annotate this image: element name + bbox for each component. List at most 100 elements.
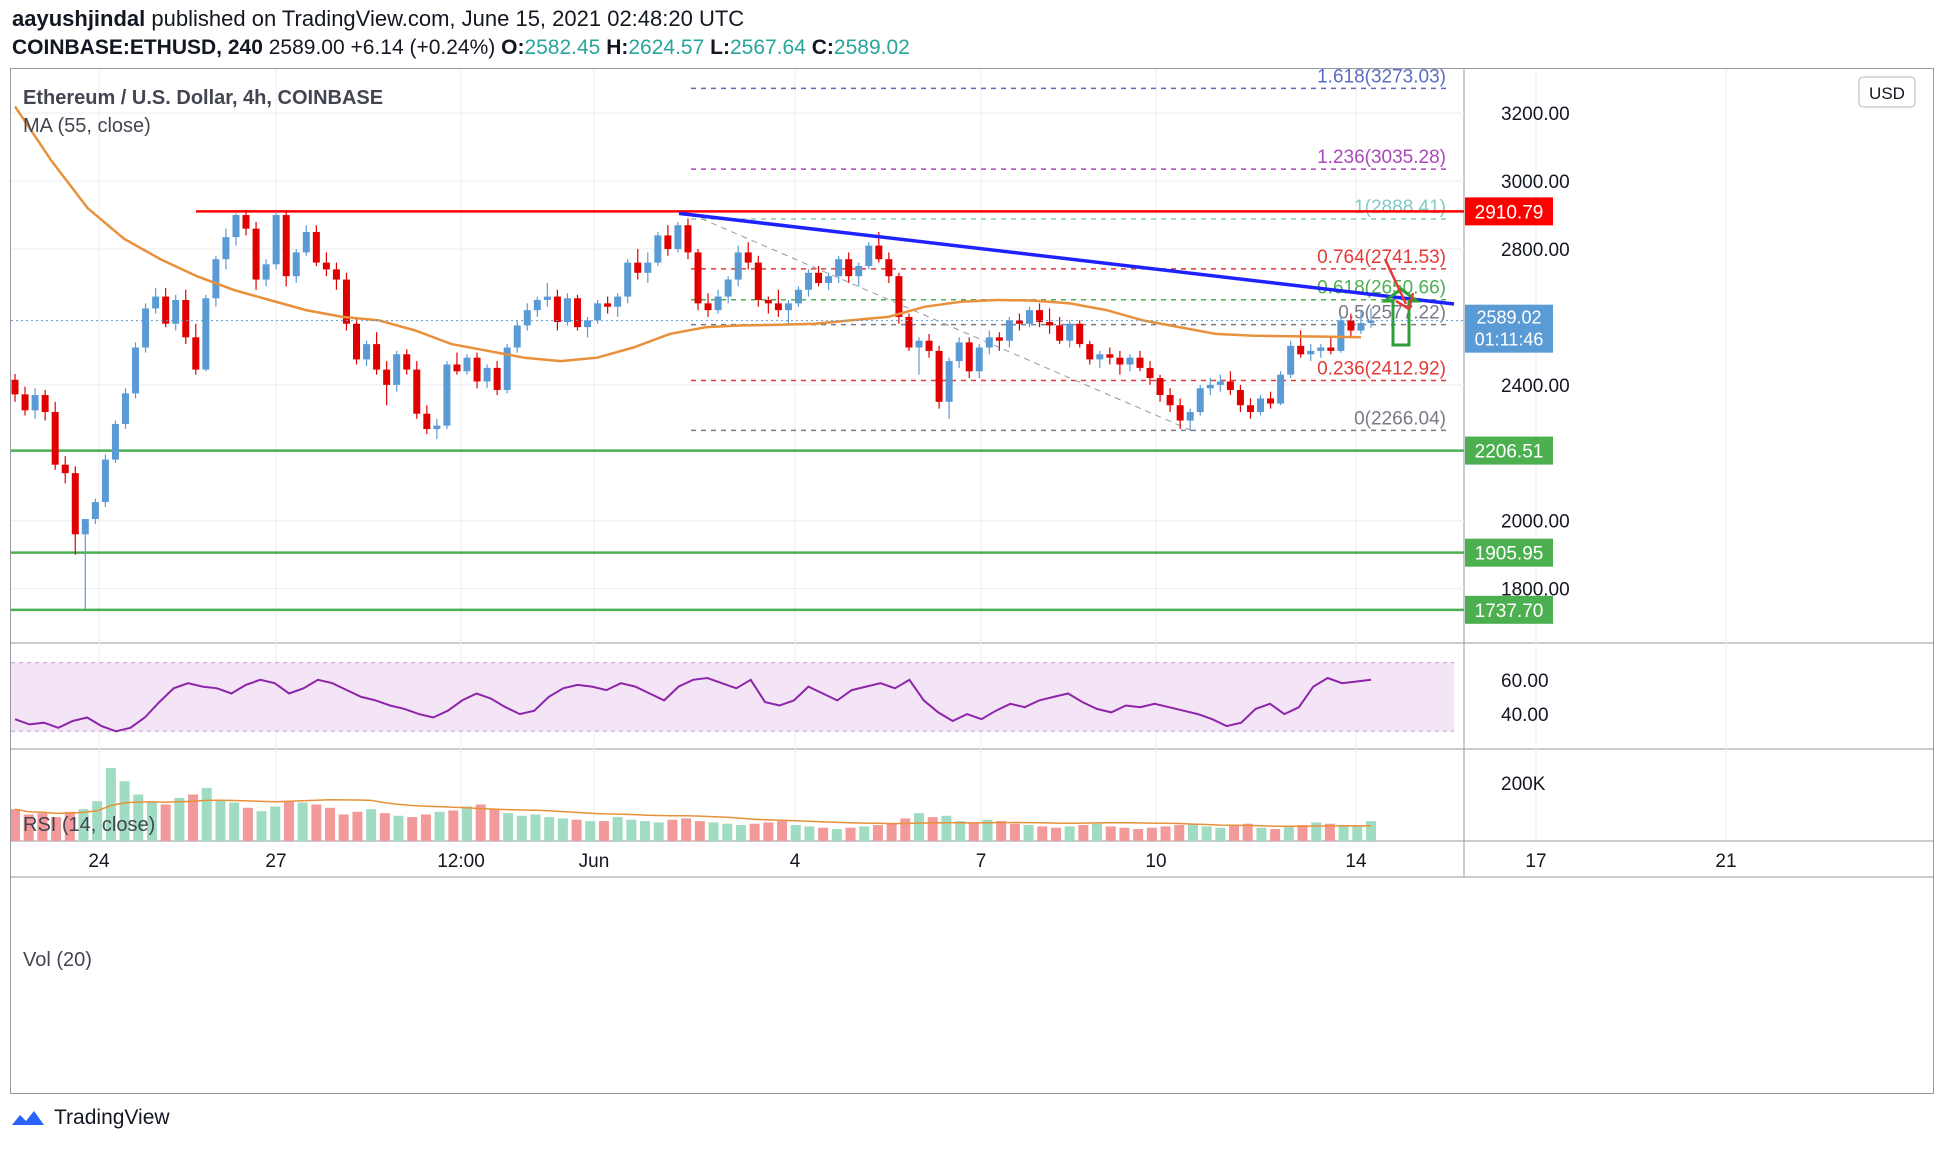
- candle-body: [1206, 384, 1214, 389]
- volume-bar: [777, 821, 788, 841]
- volume-bar: [1187, 823, 1198, 841]
- volume-bar: [1160, 826, 1171, 841]
- volume-bar: [475, 804, 486, 841]
- up-arrow-icon: [1380, 287, 1422, 347]
- candle-body: [674, 225, 682, 250]
- candle-body: [212, 259, 220, 299]
- x-tick-label: 12:00: [437, 851, 485, 872]
- ma-legend: MA (55, close): [23, 115, 151, 137]
- price-chart[interactable]: 24 27 12:00 Jun 4 7 10 14 17 21 3200.00 3000.00 2800…: [11, 69, 1933, 1093]
- tradingview-logo[interactable]: TradingView: [10, 1106, 170, 1130]
- volume-bar: [229, 802, 240, 841]
- y-tick-label: 2000.00: [1501, 512, 1570, 533]
- support-tag: [1465, 595, 1553, 624]
- candle-body: [1196, 388, 1204, 413]
- fib-level-label: 1.236(3035.28): [1317, 147, 1446, 168]
- candle-body: [694, 252, 702, 304]
- candle-body: [513, 325, 521, 348]
- volume-bar: [722, 823, 733, 841]
- publish-info: aayushjindal published on TradingView.co…: [12, 6, 744, 32]
- volume-bar: [105, 767, 116, 841]
- volume-bar: [708, 822, 719, 841]
- candle-body: [1106, 354, 1114, 358]
- candle-body: [714, 296, 722, 311]
- candle-body: [644, 262, 652, 273]
- x-tick-label: 21: [1715, 851, 1736, 872]
- candle-body: [1116, 357, 1124, 365]
- ma55-line: [13, 105, 1362, 363]
- volume-bar: [1064, 826, 1075, 841]
- candle-body: [1126, 357, 1134, 365]
- fib-level-label: 0(2266.04): [1354, 408, 1446, 429]
- candle-body: [654, 235, 662, 263]
- candle-body: [584, 320, 592, 328]
- volume-bar: [1229, 825, 1240, 841]
- volume-bar: [297, 802, 308, 841]
- candle-body: [503, 347, 511, 390]
- candle-body: [1066, 323, 1074, 341]
- candle-body: [1357, 323, 1365, 331]
- volume-bar: [462, 806, 472, 841]
- support-tag-label: 1905.95: [1475, 544, 1544, 565]
- candle-body: [573, 298, 581, 328]
- candle-body: [373, 344, 381, 370]
- volume-bar: [283, 801, 294, 841]
- volume-bar: [1352, 826, 1363, 841]
- ohlc-header: COINBASE:ETHUSD, 240 2589.00 +6.14 (+0.2…: [12, 36, 910, 60]
- open-label: O:: [501, 36, 525, 59]
- candle-body: [41, 395, 49, 413]
- volume-bar: [763, 822, 774, 841]
- volume-bar: [37, 813, 48, 841]
- candle-body: [463, 357, 471, 372]
- candle-body: [101, 459, 109, 503]
- volume-bar: [571, 819, 582, 841]
- down-arrow-icon: [1383, 258, 1408, 305]
- candle-body: [764, 299, 772, 304]
- candle-body: [302, 232, 310, 253]
- fib-level-label: 0.764(2741.53): [1317, 247, 1446, 268]
- candle-body: [553, 296, 561, 323]
- candle-body: [855, 265, 863, 277]
- candle-body: [423, 413, 431, 430]
- volume-bar: [338, 814, 349, 841]
- candle-body: [262, 264, 270, 280]
- volume-bar: [311, 804, 322, 841]
- volume-bar: [612, 817, 623, 841]
- volume-bar: [1037, 826, 1048, 841]
- candle-body: [1216, 381, 1224, 385]
- candle-body: [1096, 354, 1104, 360]
- volume-bar: [735, 825, 746, 841]
- x-tick-label: 10: [1145, 851, 1166, 872]
- volume-bar: [1324, 823, 1335, 841]
- candle-body: [1136, 357, 1144, 368]
- volume-bar: [1242, 823, 1253, 841]
- candle-body: [363, 344, 371, 360]
- chart-title: Ethereum / U.S. Dollar, 4h, COINBASE: [23, 87, 384, 109]
- rsi-line: [14, 676, 1372, 733]
- currency-box: [1858, 76, 1916, 108]
- candle-body: [684, 225, 692, 253]
- candle-body: [744, 252, 752, 263]
- volume-bar: [51, 817, 62, 841]
- chart-frame[interactable]: 24 27 12:00 Jun 4 7 10 14 17 21 3200.00 3000.00 2800…: [10, 68, 1934, 1094]
- candle-body: [995, 337, 1003, 341]
- volume-bar: [914, 813, 924, 841]
- candle-body: [815, 272, 823, 283]
- candle-body: [1076, 323, 1084, 345]
- change-value: +6.14 (+0.24%): [350, 36, 496, 59]
- candle-body: [975, 347, 983, 372]
- candle-body: [403, 354, 411, 370]
- support-tag: [1465, 538, 1553, 567]
- volume-bar: [256, 811, 267, 841]
- volume-bar: [585, 821, 596, 841]
- volume-bar: [325, 807, 336, 841]
- volume-bar: [1023, 825, 1034, 841]
- candle-body: [895, 276, 903, 317]
- candle-body: [1287, 345, 1295, 375]
- candle-body: [825, 276, 833, 283]
- volume-bar: [78, 809, 89, 841]
- fib-level-label: 1.618(3273.03): [1317, 69, 1446, 87]
- support-tag: [1465, 436, 1553, 465]
- low-value: 2567.64: [729, 36, 806, 59]
- volume-bar: [996, 821, 1007, 841]
